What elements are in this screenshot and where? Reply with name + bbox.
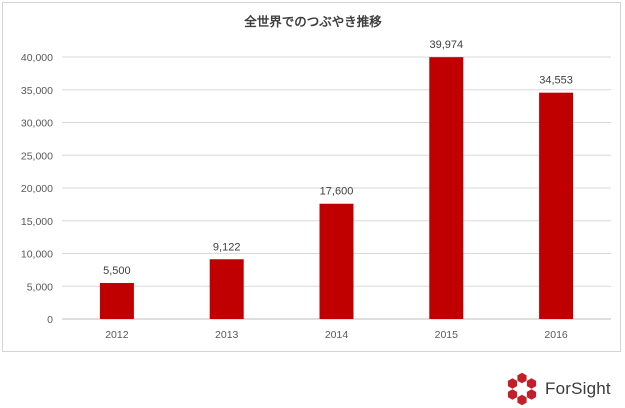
data-label-2012: 5,500	[103, 265, 131, 277]
bar-chart: 全世界でのつぶやき推移 0 5,000 10,000 15,000 20,000 25,0…	[21, 14, 611, 341]
y-tick-label: 15,000	[21, 216, 53, 228]
x-tick-label: 2016	[544, 329, 568, 341]
brand-name: ForSight	[545, 379, 611, 398]
bar-2016	[539, 92, 574, 319]
y-tick-label: 10,000	[21, 249, 53, 261]
gridlines	[62, 56, 611, 320]
y-tick-label: 5,000	[27, 281, 53, 293]
y-axis-ticks: 0 5,000 10,000 15,000 20,000 25,000 30,000 35,0…	[21, 52, 53, 326]
chart-title: 全世界でのつぶやき推移	[243, 14, 382, 29]
hexagon-cluster-icon	[507, 372, 537, 406]
x-tick-label: 2012	[105, 329, 129, 341]
y-tick-label: 30,000	[21, 118, 53, 130]
x-tick-label: 2014	[325, 329, 349, 341]
data-labels: 5,500 9,122 17,600 39,974 34,553	[103, 39, 573, 277]
y-tick-label: 25,000	[21, 150, 53, 162]
bar-2012	[99, 282, 134, 319]
forsight-logo: ForSight	[505, 372, 611, 406]
bar-2014	[319, 203, 354, 319]
data-label-2014: 17,600	[320, 186, 354, 198]
bar-2015	[429, 57, 464, 320]
x-axis-ticks: 2012 2013 2014 2015 2016	[105, 329, 568, 341]
data-label-2016: 34,553	[539, 75, 573, 87]
chart-container: 全世界でのつぶやき推移 0 5,000 10,000 15,000 20,000 25,0…	[2, 2, 621, 352]
y-tick-label: 40,000	[21, 52, 53, 64]
y-tick-label: 20,000	[21, 183, 53, 195]
x-tick-label: 2013	[215, 329, 239, 341]
x-tick-label: 2015	[435, 329, 459, 341]
y-tick-label: 0	[47, 314, 53, 326]
bars	[99, 57, 574, 320]
data-label-2015: 39,974	[429, 39, 463, 51]
data-label-2013: 9,122	[213, 241, 241, 253]
bar-2013	[209, 259, 244, 319]
y-tick-label: 35,000	[21, 85, 53, 97]
